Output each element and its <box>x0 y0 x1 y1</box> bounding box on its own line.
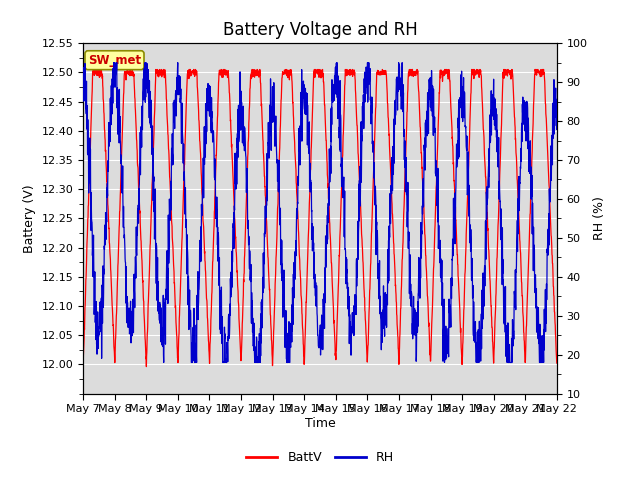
Legend: BattV, RH: BattV, RH <box>241 446 399 469</box>
Y-axis label: RH (%): RH (%) <box>593 196 606 240</box>
X-axis label: Time: Time <box>305 417 335 430</box>
Text: SW_met: SW_met <box>88 54 141 67</box>
Y-axis label: Battery (V): Battery (V) <box>23 184 36 252</box>
Title: Battery Voltage and RH: Battery Voltage and RH <box>223 21 417 39</box>
